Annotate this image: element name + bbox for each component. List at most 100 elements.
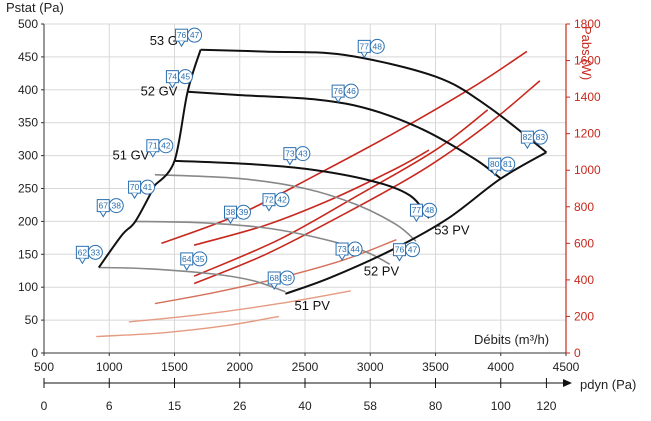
y2-tick-label: 1200 <box>574 127 601 141</box>
y-tick-label: 150 <box>18 247 38 261</box>
pressure-curve <box>200 48 548 154</box>
operating-point-tag: 74 45 <box>165 69 193 89</box>
y2-tick-label: 1400 <box>574 90 601 104</box>
x-tick-label: 3000 <box>357 360 384 374</box>
tag-pointer <box>396 255 403 262</box>
operating-point-tag: 77 48 <box>357 38 385 59</box>
pressure-curves <box>97 48 548 295</box>
tag-square-value: 82 <box>523 132 533 142</box>
tag-circle <box>532 129 548 145</box>
tag-circle <box>177 69 193 85</box>
y-tick-label: 350 <box>18 116 38 130</box>
tag-circle-value: 33 <box>91 247 101 257</box>
y-axis-title: Pstat (Pa) <box>6 0 64 15</box>
tag-square-value: 80 <box>490 159 500 169</box>
tag-circle-value: 45 <box>181 72 191 82</box>
x2-tick-label: 15 <box>168 399 182 413</box>
operating-point-tag: 77 48 <box>409 202 437 223</box>
tag-circle <box>500 156 516 172</box>
x-tick-label: 3500 <box>422 360 449 374</box>
operating-point-tag: 76 46 <box>331 83 359 104</box>
y2-tick-label: 1600 <box>574 54 601 68</box>
tag-square-value: 76 <box>177 30 187 40</box>
y2-axis-title: Pabs (W) <box>579 26 594 80</box>
y2-tick-label: 1800 <box>574 17 601 31</box>
tag-square-value: 64 <box>182 254 192 264</box>
operating-point-tag: 73 43 <box>283 146 311 166</box>
x-tick-label: 4500 <box>553 360 580 374</box>
tag-pointer <box>523 142 531 150</box>
operating-point-tag: 82 83 <box>520 129 548 150</box>
curve-label: 52 PV <box>364 263 400 278</box>
tag-square-value: 62 <box>78 247 88 257</box>
tag-pointer <box>168 82 176 89</box>
pressure-curve <box>187 90 502 180</box>
x2-tick-label: 120 <box>536 399 556 413</box>
tag-square-value: 68 <box>269 273 279 283</box>
tag-circle-value: 44 <box>350 244 360 254</box>
x2-tick-label: 6 <box>106 399 113 413</box>
y-tick-label: 450 <box>18 50 38 64</box>
operating-point-tag: 64 35 <box>180 251 208 271</box>
tag-square-value: 74 <box>168 72 178 82</box>
tag-pointer <box>178 40 185 48</box>
x-tick-label: 1500 <box>161 360 188 374</box>
operating-point-tag: 76 47 <box>175 27 203 48</box>
tag-circle-value: 43 <box>298 149 308 159</box>
y-tick-label: 300 <box>18 149 38 163</box>
tag-pointer <box>413 215 420 223</box>
tag-circle <box>404 242 420 258</box>
tag-pointer <box>227 217 234 225</box>
tag-circle-value: 42 <box>277 195 287 205</box>
tag-circle-value: 41 <box>143 182 153 192</box>
x-axis-title: Débits (m³/h) <box>474 332 549 347</box>
operating-point-tag: 70 41 <box>128 179 156 200</box>
tag-circle-value: 35 <box>195 254 205 264</box>
tag-circle <box>347 241 363 257</box>
tag-pointer <box>99 211 107 218</box>
x2-tick-label: 100 <box>491 399 511 413</box>
tag-circle <box>235 204 251 220</box>
y2-tick-label: 200 <box>574 309 594 323</box>
tag-pointer <box>491 169 499 177</box>
operating-point-tag: 67 38 <box>96 198 124 218</box>
curve-label: 52 GV <box>141 84 178 99</box>
tag-circle <box>108 198 124 214</box>
tag-square-value: 73 <box>285 149 295 159</box>
tag-circle-value: 42 <box>161 141 171 151</box>
pressure-curve <box>174 159 430 219</box>
tag-circle <box>192 251 208 267</box>
y2-tick-label: 600 <box>574 236 594 250</box>
tag-square-value: 76 <box>395 245 405 255</box>
tag-circle-value: 83 <box>536 132 546 142</box>
x2-tick-label: 80 <box>429 399 443 413</box>
tag-square-value: 73 <box>337 244 347 254</box>
power-curve <box>128 290 351 323</box>
tag-circle-value: 81 <box>503 159 513 169</box>
power-curve <box>96 315 280 338</box>
tag-square-value: 76 <box>333 86 343 96</box>
tag-circle-value: 46 <box>346 86 356 96</box>
tag-square-value: 38 <box>226 207 236 217</box>
tag-pointer <box>270 283 278 290</box>
tag-circle-value: 38 <box>112 201 122 211</box>
curve-label: 51 GV <box>113 148 150 163</box>
tag-circle-value: 39 <box>239 207 249 217</box>
power-curve <box>193 149 430 246</box>
pressure-curve <box>154 49 202 186</box>
pressure-curve <box>154 173 417 242</box>
tag-circle <box>87 244 103 260</box>
operating-point-tag: 72 42 <box>262 192 290 212</box>
tag-circle <box>158 138 174 154</box>
y-tick-label: 200 <box>18 214 38 228</box>
tag-circle <box>140 179 156 195</box>
y-tick-label: 400 <box>18 83 38 97</box>
y2-tick-label: 1000 <box>574 163 601 177</box>
x2-axis-title: pdyn (Pa) <box>580 377 636 392</box>
tag-circle-value: 48 <box>373 41 383 51</box>
x-tick-label: 2000 <box>226 360 253 374</box>
operating-point-tag: 71 42 <box>146 138 174 158</box>
tag-square-value: 77 <box>360 41 370 51</box>
